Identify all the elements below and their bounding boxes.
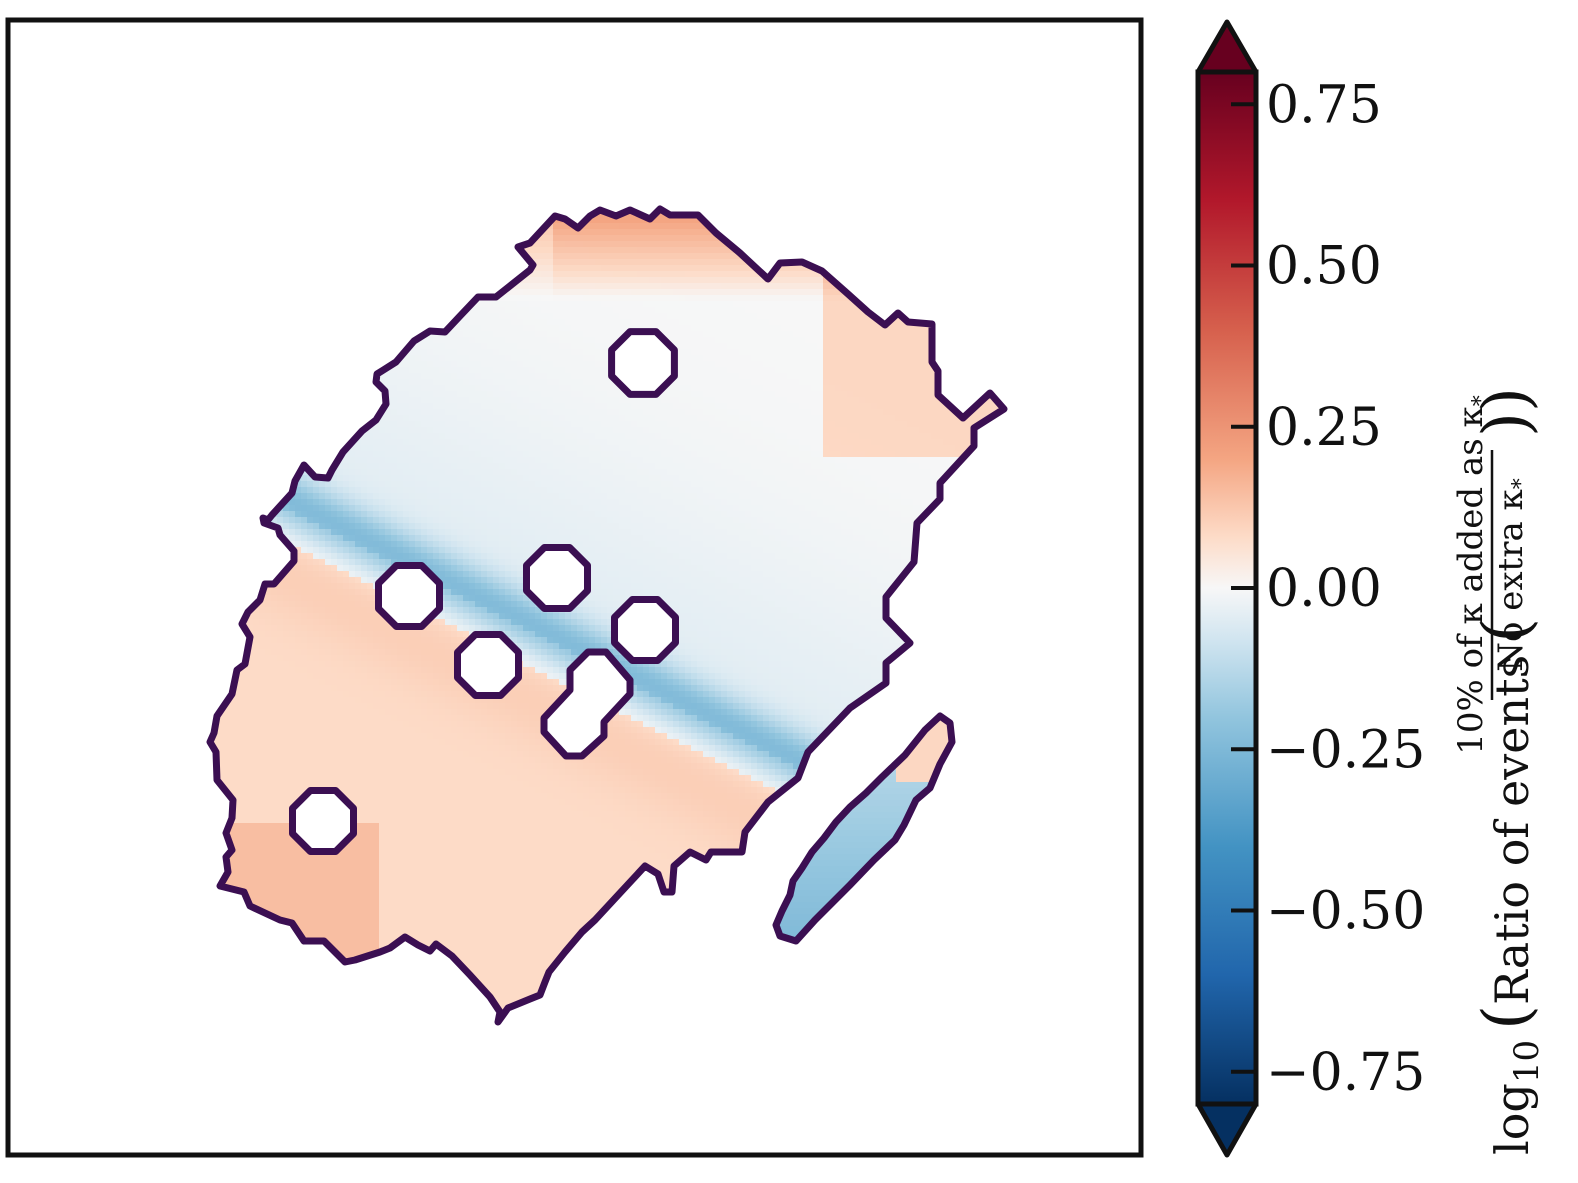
hole-contours-group bbox=[289, 328, 679, 855]
colorbar-label-den-star: * bbox=[1509, 478, 1534, 489]
colorbar-tick-label: −0.75 bbox=[1266, 1043, 1425, 1103]
colorbar-ticks: 0.75 0.50 0.25 0.00 −0.25 −0.50 −0.75 bbox=[1231, 75, 1425, 1103]
hole-contour bbox=[375, 562, 443, 630]
colorbar-label-prefix: log bbox=[1485, 1083, 1539, 1155]
colorbar-label-num-star: * bbox=[1469, 395, 1494, 406]
hole-contour bbox=[523, 544, 591, 612]
hole-region bbox=[292, 790, 354, 852]
hole-contour bbox=[608, 328, 678, 398]
main-region-contour bbox=[206, 205, 1008, 1026]
colorbar-tick-label: −0.50 bbox=[1266, 882, 1425, 942]
hole-contour bbox=[454, 631, 522, 699]
colorbar-extend-bottom bbox=[1195, 1101, 1259, 1158]
hole-region bbox=[457, 634, 519, 696]
hole-region bbox=[526, 547, 588, 609]
strip-region-contour bbox=[772, 712, 956, 945]
hole-contour-elongated bbox=[540, 648, 634, 760]
hole-region bbox=[611, 331, 675, 395]
hole-region bbox=[614, 599, 676, 661]
colorbar-label-denominator: No extra κ bbox=[1491, 489, 1531, 672]
colorbar-tick-label: 0.50 bbox=[1266, 237, 1382, 297]
holes-group bbox=[292, 331, 676, 852]
colorbar-label-main: Ratio of events bbox=[1485, 655, 1539, 1005]
colorbar-tick-label: 0.00 bbox=[1266, 559, 1382, 619]
colorbar-tick-label: −0.25 bbox=[1266, 720, 1425, 780]
colorbar: 0.75 0.50 0.25 0.00 −0.25 −0.50 −0.75 bbox=[1195, 19, 1425, 1158]
hole-contour bbox=[289, 787, 357, 855]
hole-region-elongated bbox=[544, 652, 630, 756]
colorbar-extend-top bbox=[1195, 19, 1259, 75]
colorbar-tick-label: 0.25 bbox=[1266, 398, 1382, 458]
hole-region bbox=[378, 565, 440, 627]
hole-contour bbox=[611, 596, 679, 664]
colorbar-label-numerator: 10% of κ added as κ bbox=[1451, 406, 1491, 755]
colorbar-label-subscript: 10 bbox=[1507, 1040, 1547, 1083]
colorbar-label: log10(Ratio of events( 10% of κ added as… bbox=[1451, 387, 1547, 1155]
colorbar-tick-label: 0.75 bbox=[1266, 75, 1382, 135]
